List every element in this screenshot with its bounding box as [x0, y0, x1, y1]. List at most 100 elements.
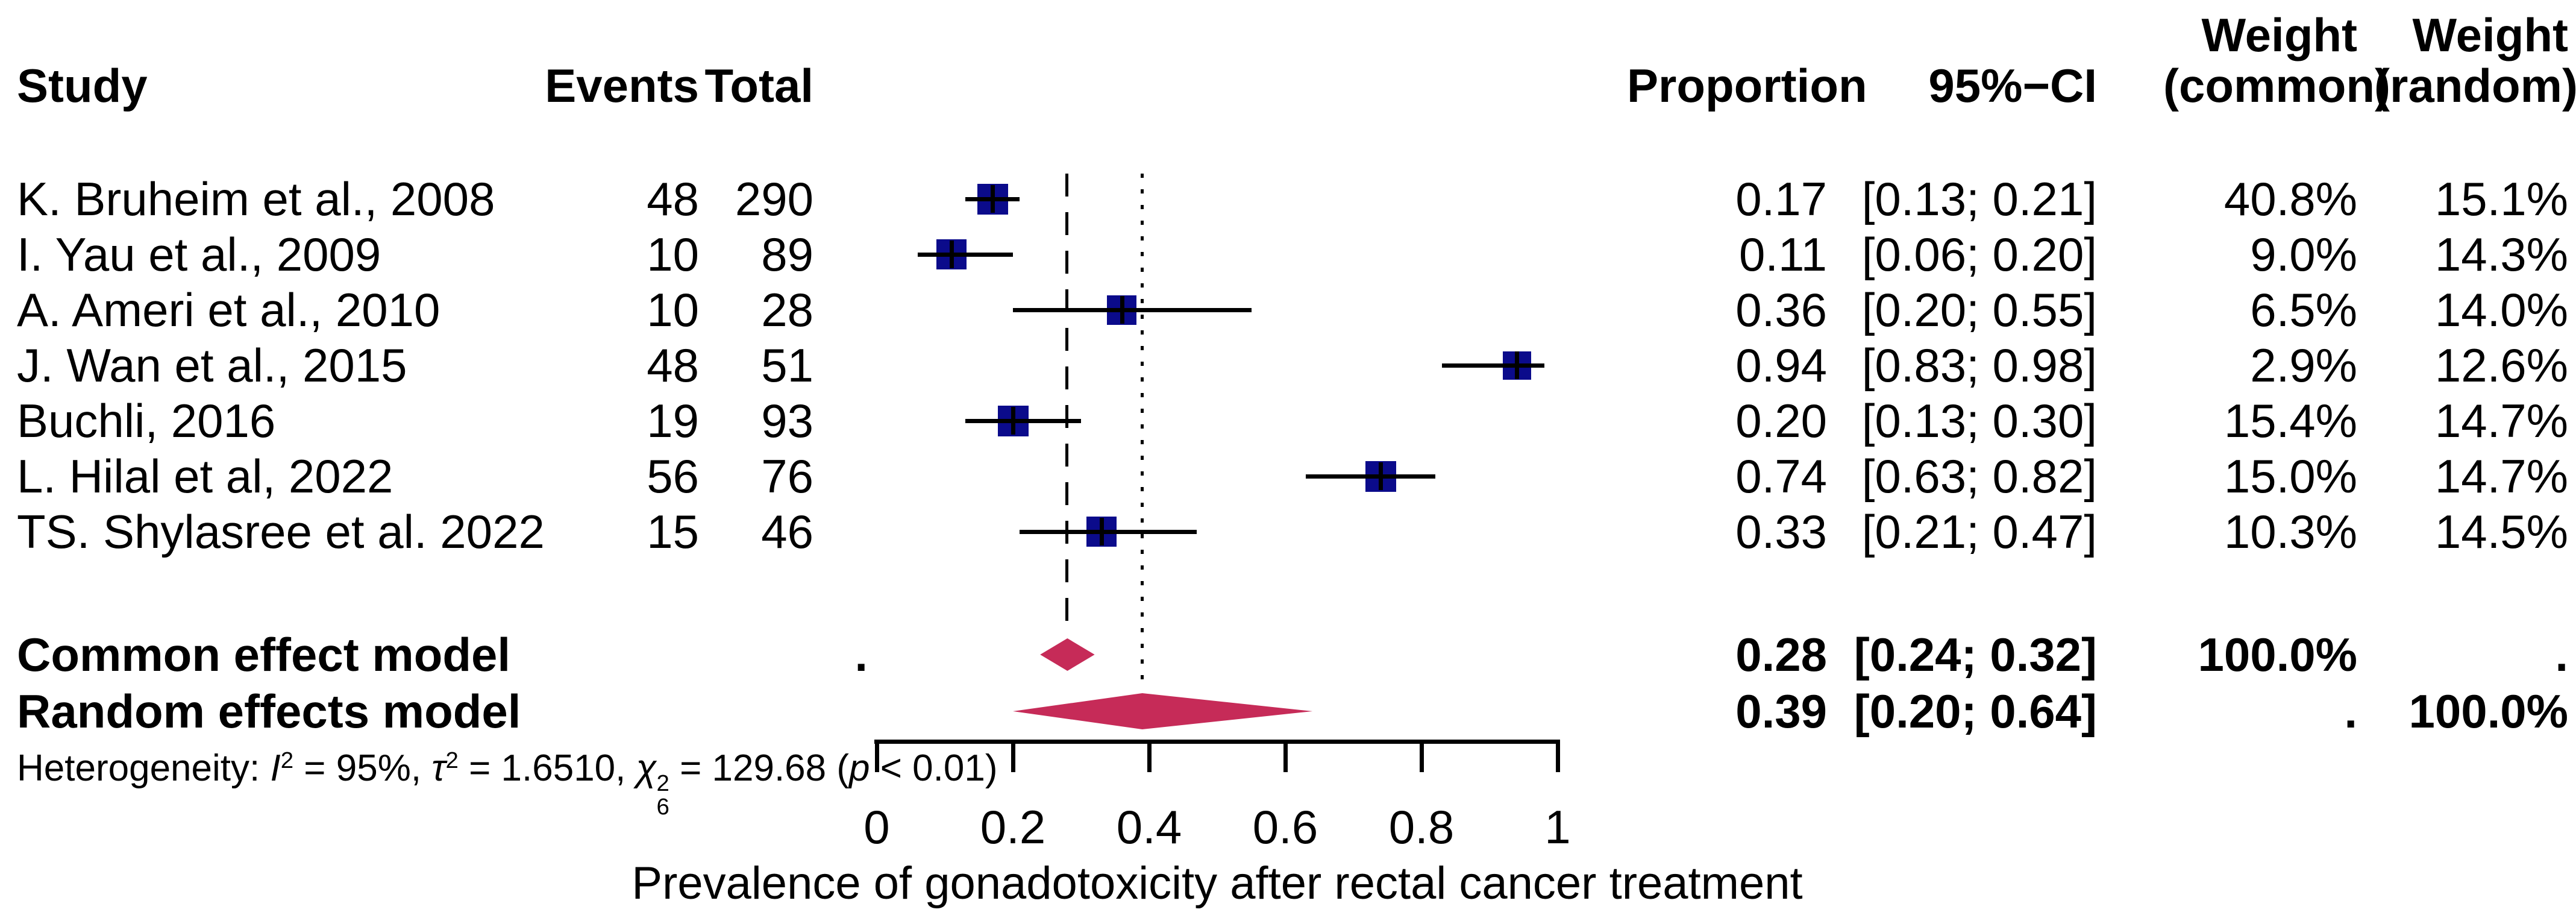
- chi-squared-exponent: 2: [656, 770, 669, 797]
- proportion-value: 0.74: [1735, 450, 1827, 503]
- weight-common-value: 15.4%: [2223, 394, 2357, 447]
- proportion-value: 0.36: [1735, 283, 1827, 336]
- x-axis-tick-label: 0.4: [1116, 800, 1182, 854]
- ci-value: [0.63; 0.82]: [1861, 450, 2097, 503]
- tau-squared-exponent: 2: [445, 747, 459, 773]
- ci-value: [0.13; 0.21]: [1861, 172, 2097, 225]
- ci-whisker: [1306, 474, 1435, 479]
- total-value: 51: [761, 339, 813, 392]
- study-name: Buchli, 2016: [17, 394, 276, 447]
- weight-common-placeholder-dot: .: [2344, 685, 2357, 738]
- tau-squared-symbol: τ: [431, 747, 446, 789]
- ci-value: [0.83; 0.98]: [1861, 339, 2097, 392]
- x-axis-tick-label: 0: [863, 800, 890, 854]
- proportion-value: 0.33: [1735, 505, 1827, 558]
- column-header-study: Study: [17, 59, 148, 112]
- estimate-tick: [991, 185, 995, 213]
- weight-random-value: 100.0%: [2408, 685, 2568, 738]
- study-name: TS. Shylasree et al. 2022: [17, 505, 545, 558]
- total-value: 93: [761, 394, 813, 447]
- column-header-events: Events: [545, 59, 699, 112]
- x-axis-tick: [1283, 740, 1288, 772]
- ci-value: [0.21; 0.47]: [1861, 505, 2097, 558]
- chi-squared-symbol: χ: [636, 747, 657, 789]
- i-squared-value: = 95%,: [293, 747, 432, 789]
- column-header-total: Total: [704, 59, 813, 112]
- events-value: 48: [647, 172, 699, 225]
- weight-random-value: 14.7%: [2434, 394, 2568, 447]
- ci-whisker: [965, 419, 1081, 423]
- table-row: K. Bruheim et al., 2008 48 290 0.17 [0.1…: [0, 171, 2576, 227]
- column-header-weight-common-line2: (common): [2163, 59, 2390, 112]
- events-value: 19: [647, 394, 699, 447]
- i-squared-symbol: I: [270, 747, 281, 789]
- x-axis-tick: [1147, 740, 1152, 772]
- table-row: Buchli, 2016 19 93 0.20 [0.13; 0.30] 15.…: [0, 393, 2576, 448]
- study-name: L. Hilal et al, 2022: [17, 450, 393, 503]
- study-name: I. Yau et al., 2009: [17, 228, 381, 281]
- total-placeholder-dot: .: [854, 628, 868, 681]
- header-row-2: Study Events Total Proportion 95%−CI (co…: [0, 58, 2576, 113]
- events-value: 15: [647, 505, 699, 558]
- estimate-tick: [1379, 462, 1383, 490]
- estimate-tick: [950, 241, 954, 268]
- column-header-ci: 95%−CI: [1928, 59, 2097, 112]
- ci-whisker: [918, 253, 1013, 257]
- table-row: I. Yau et al., 2009 10 89 0.11 [0.06; 0.…: [0, 227, 2576, 282]
- table-row: L. Hilal et al, 2022 56 76 0.74 [0.63; 0…: [0, 448, 2576, 504]
- total-value: 76: [761, 450, 813, 503]
- x-axis-tick: [1556, 740, 1560, 772]
- table-row: J. Wan et al., 2015 48 51 0.94 [0.83; 0.…: [0, 338, 2576, 393]
- weight-common-value: 9.0%: [2250, 228, 2357, 281]
- estimate-tick: [1515, 351, 1519, 379]
- common-effect-guide-line: [1065, 174, 1068, 634]
- x-axis-tick: [1420, 740, 1424, 772]
- x-axis-tick-label: 0.6: [1252, 800, 1318, 854]
- weight-random-value: 14.5%: [2434, 505, 2568, 558]
- weight-common-value: 10.3%: [2223, 505, 2357, 558]
- column-header-weight-random-line2: (random): [2374, 59, 2576, 112]
- i-squared-exponent: 2: [280, 747, 294, 773]
- proportion-value: 0.94: [1735, 339, 1827, 392]
- weight-random-value: 14.0%: [2434, 283, 2568, 336]
- chi-squared-df: 6: [656, 793, 669, 820]
- total-value: 46: [761, 505, 813, 558]
- ci-whisker: [1020, 530, 1197, 534]
- p-value: < 0.01): [870, 747, 998, 789]
- x-axis-tick-label: 0.2: [980, 800, 1046, 854]
- x-axis-tick-label: 1: [1544, 800, 1571, 854]
- total-value: 290: [735, 172, 813, 225]
- study-name: A. Ameri et al., 2010: [17, 283, 440, 336]
- column-header-weight-common-line1: Weight: [2201, 8, 2357, 61]
- chi-squared-value: = 129.68 (: [669, 747, 850, 789]
- ci-whisker: [1013, 308, 1252, 312]
- ci-value: [0.20; 0.55]: [1861, 283, 2097, 336]
- header-row-1: Weight Weight: [0, 7, 2576, 63]
- x-axis-tick-label: 0.8: [1388, 800, 1455, 854]
- study-name: K. Bruheim et al., 2008: [17, 172, 495, 225]
- ci-value: [0.20; 0.64]: [1854, 685, 2097, 738]
- total-value: 89: [761, 228, 813, 281]
- x-axis-line: [874, 740, 1560, 744]
- ci-value: [0.06; 0.20]: [1861, 228, 2097, 281]
- study-name: J. Wan et al., 2015: [17, 339, 407, 392]
- estimate-tick: [1100, 518, 1104, 545]
- table-row: TS. Shylasree et al. 2022 15 46 0.33 [0.…: [0, 504, 2576, 559]
- weight-common-value: 6.5%: [2250, 283, 2357, 336]
- random-effects-row: Random effects model 0.39 [0.20; 0.64] .…: [0, 684, 2576, 739]
- column-header-weight-random-line1: Weight: [2412, 8, 2568, 61]
- proportion-value: 0.28: [1735, 628, 1827, 681]
- proportion-value: 0.11: [1738, 228, 1827, 281]
- x-axis-tick: [875, 740, 879, 772]
- ci-value: [0.13; 0.30]: [1861, 394, 2097, 447]
- weight-common-value: 2.9%: [2250, 339, 2357, 392]
- proportion-value: 0.20: [1735, 394, 1827, 447]
- tau-squared-value: = 1.6510,: [458, 747, 636, 789]
- estimate-tick: [1120, 296, 1124, 324]
- table-row: A. Ameri et al., 2010 10 28 0.36 [0.20; …: [0, 282, 2576, 338]
- events-value: 10: [647, 283, 699, 336]
- weight-random-placeholder-dot: .: [2555, 628, 2568, 681]
- weight-common-value: 100.0%: [2198, 628, 2357, 681]
- events-value: 10: [647, 228, 699, 281]
